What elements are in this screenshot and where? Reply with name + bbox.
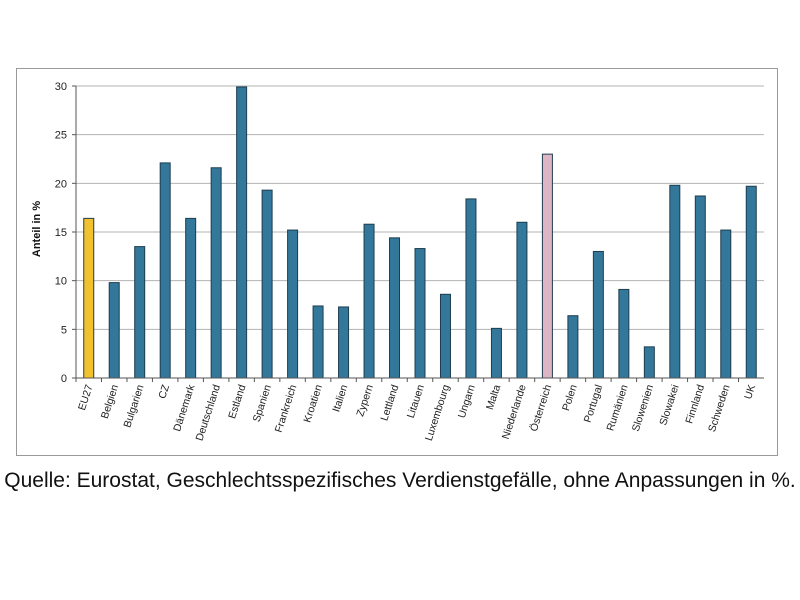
bar-malta (490, 327, 502, 379)
bar-frankreich (287, 229, 299, 379)
bar-lettland (389, 237, 401, 379)
y-tick-label: 15 (55, 227, 67, 239)
y-tick-label: 30 (55, 81, 67, 93)
y-tick-label: 25 (55, 130, 67, 142)
x-tick-label: Polen (560, 383, 580, 412)
bar-kroatien (312, 305, 324, 379)
bar-portugal (592, 250, 604, 379)
x-tick-label: Slowenien (630, 383, 656, 433)
x-tick-label: Litauen (405, 383, 427, 420)
x-tick-label: EU27 (76, 383, 96, 412)
bar-polen (567, 315, 579, 379)
bar-slowenien (643, 346, 655, 379)
bars (83, 86, 757, 379)
x-tick-label: Spanien (251, 383, 274, 424)
bar-slowakei (669, 184, 681, 379)
x-tick-label: Finnland (683, 383, 707, 425)
y-axis-ticks: 0 5 10 15 20 25 30 (55, 81, 76, 385)
x-axis-labels: EU27 Belgien Bulgarien CZ DänemarkDeutschlan… (75, 378, 758, 442)
x-tick-label: Lettland (378, 383, 401, 422)
bar-niederlande (516, 221, 528, 379)
source-caption: Quelle: Eurostat, Geschlechtsspezifische… (4, 469, 796, 492)
x-tick-label: Kroatien (301, 383, 325, 424)
bar-ungarn (465, 198, 477, 379)
y-tick-label: 0 (61, 373, 67, 385)
x-tick-label: UK (742, 383, 758, 401)
x-tick-label: Bulgarien (121, 383, 146, 429)
x-tick-label: Luxembourg (423, 383, 452, 442)
bar-italien (338, 306, 350, 379)
x-tick-label: Rumänien (604, 383, 630, 432)
x-tick-label: Deutschland (194, 383, 223, 442)
x-tick-label: Niederlande (500, 383, 529, 441)
x-tick-label: Frankreich (273, 383, 300, 434)
x-tick-label: Estland (226, 383, 248, 420)
bar-bulgarien (134, 246, 146, 379)
x-tick-label: Ungarn (456, 383, 478, 420)
bar-belgien (108, 282, 120, 379)
x-tick-label: Portugal (582, 383, 605, 424)
x-tick-label: Slowakei (657, 383, 681, 427)
bar-österreich (541, 153, 553, 379)
x-tick-label: Italien (330, 383, 350, 414)
x-tick-label: Belgien (99, 383, 121, 420)
bar-spanien (261, 189, 273, 379)
bar-estland (236, 86, 248, 379)
x-tick-label: CZ (156, 383, 172, 401)
bar-zypern (363, 223, 375, 379)
x-tick-label: Schweden (706, 383, 733, 433)
bar-dänemark (185, 217, 197, 379)
y-tick-label: 5 (61, 324, 67, 336)
bar-uk (745, 185, 757, 379)
x-tick-label: Österreich (528, 383, 554, 433)
bar-chart: 0 5 10 15 20 25 30 EU27 Belgien Bulgarien CZ Dänem… (31, 81, 764, 442)
bar-luxembourg (439, 293, 451, 379)
y-tick-label: 20 (55, 178, 67, 190)
y-tick-label: 10 (55, 276, 67, 288)
bar-litauen (414, 248, 426, 379)
bar-cz (159, 162, 171, 379)
bar-deutschland (210, 167, 222, 379)
bar-eu27 (83, 217, 95, 379)
bar-rumänien (618, 288, 630, 379)
bar-finnland (694, 195, 706, 379)
y-axis-label: Anteil in % (31, 201, 43, 257)
axes (75, 86, 764, 379)
x-tick-label: Dänemark (171, 383, 198, 433)
x-tick-label: Malta (484, 383, 503, 411)
x-tick-label: Zypern (354, 383, 376, 418)
bar-schweden (720, 229, 732, 379)
